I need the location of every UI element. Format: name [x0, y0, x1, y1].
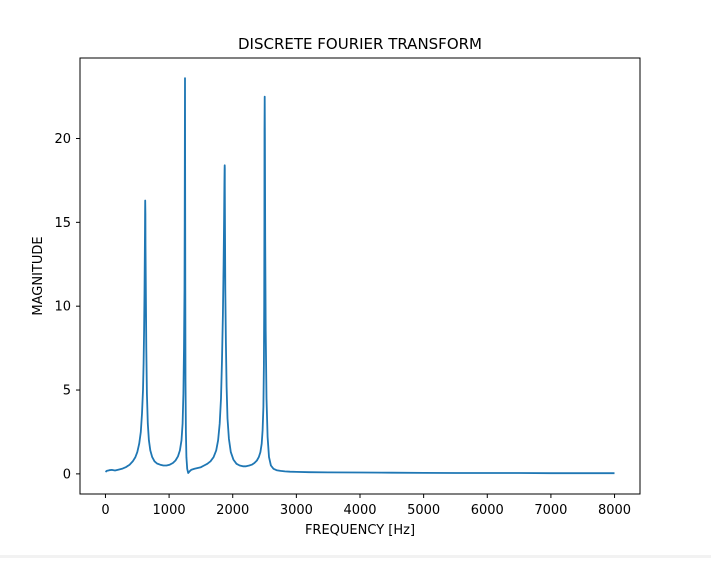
x-ticks: 0 1000 2000 3000 4000 5000 6000 7000 8000	[101, 494, 631, 518]
chart-title: DISCRETE FOURIER TRANSFORM	[238, 35, 482, 53]
y-tick-label: 15	[54, 216, 71, 231]
y-ticks: 0 5 10 15 20	[54, 132, 80, 482]
x-tick-label: 2000	[216, 503, 249, 518]
magnitude-series-line	[104, 77, 615, 475]
y-axis-label: MAGNITUDE	[31, 236, 46, 315]
x-tick-label: 7000	[534, 503, 567, 518]
x-tick-label: 8000	[598, 503, 631, 518]
bottom-strip	[0, 555, 711, 558]
y-tick-label: 10	[54, 300, 71, 315]
x-tick-label: 4000	[343, 503, 376, 518]
x-tick-label: 3000	[280, 503, 313, 518]
axes-frame	[79, 57, 641, 495]
x-axis-label: FREQUENCY [Hz]	[305, 523, 415, 538]
x-tick-label: 1000	[153, 503, 186, 518]
plot-layer	[104, 77, 615, 475]
x-tick-label: 5000	[407, 503, 440, 518]
x-tick-label: 6000	[471, 503, 504, 518]
x-tick-label: 0	[101, 503, 109, 518]
y-tick-label: 0	[63, 467, 71, 482]
y-tick-label: 5	[63, 384, 71, 399]
y-tick-label: 20	[54, 132, 71, 147]
